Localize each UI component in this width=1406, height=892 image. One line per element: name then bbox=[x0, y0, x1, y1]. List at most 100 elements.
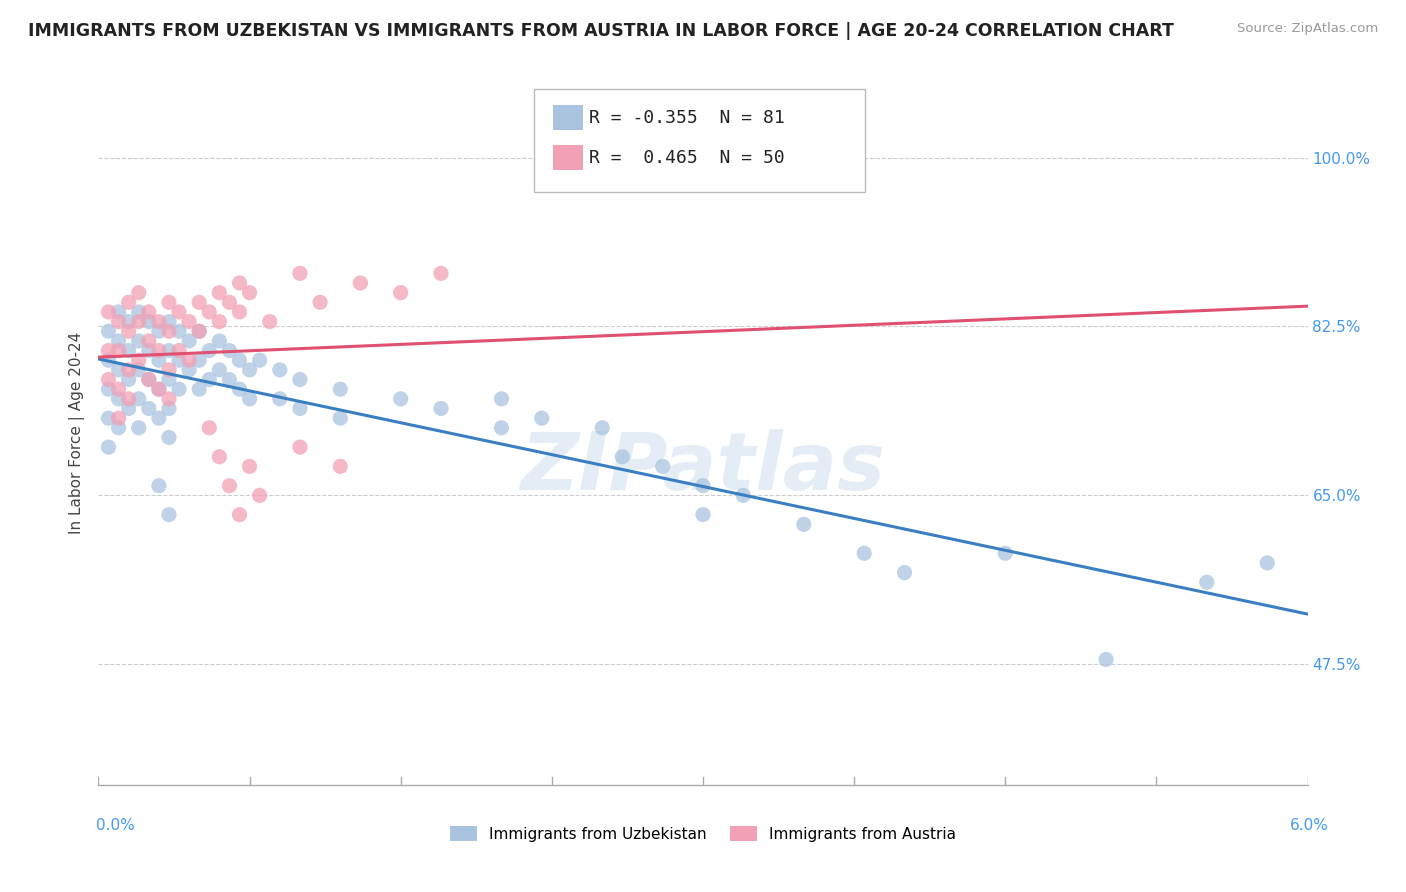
Point bbox=[138, 305, 160, 319]
Point bbox=[97, 305, 120, 319]
Point bbox=[157, 392, 180, 406]
Point bbox=[349, 276, 371, 290]
Point bbox=[1095, 652, 1118, 666]
Point bbox=[188, 324, 211, 338]
Point bbox=[188, 382, 211, 396]
Point bbox=[157, 315, 180, 329]
Point bbox=[107, 421, 129, 435]
Point bbox=[228, 276, 250, 290]
Point bbox=[249, 488, 271, 502]
Point bbox=[148, 479, 170, 493]
Point bbox=[167, 353, 190, 368]
Point bbox=[288, 372, 311, 386]
Point bbox=[228, 508, 250, 522]
Point bbox=[97, 382, 120, 396]
Point bbox=[239, 459, 262, 474]
Point bbox=[128, 285, 150, 300]
Point bbox=[107, 343, 129, 358]
Point bbox=[228, 353, 250, 368]
Point bbox=[157, 372, 180, 386]
Point bbox=[853, 546, 876, 560]
Point bbox=[118, 324, 141, 338]
Point bbox=[218, 479, 240, 493]
Text: IMMIGRANTS FROM UZBEKISTAN VS IMMIGRANTS FROM AUSTRIA IN LABOR FORCE | AGE 20-24: IMMIGRANTS FROM UZBEKISTAN VS IMMIGRANTS… bbox=[28, 22, 1174, 40]
Point bbox=[389, 392, 412, 406]
Point bbox=[198, 343, 221, 358]
Point bbox=[692, 508, 714, 522]
Point bbox=[97, 440, 120, 454]
Point bbox=[128, 305, 150, 319]
Point bbox=[188, 295, 211, 310]
Point bbox=[259, 315, 281, 329]
Point bbox=[269, 363, 291, 377]
Text: 0.0%: 0.0% bbox=[96, 818, 135, 832]
Legend: Immigrants from Uzbekistan, Immigrants from Austria: Immigrants from Uzbekistan, Immigrants f… bbox=[443, 820, 963, 847]
Text: R = -0.355  N = 81: R = -0.355 N = 81 bbox=[589, 109, 785, 127]
Point bbox=[239, 285, 262, 300]
Point bbox=[118, 363, 141, 377]
Point bbox=[128, 315, 150, 329]
Point bbox=[157, 430, 180, 444]
Point bbox=[118, 343, 141, 358]
Point bbox=[107, 382, 129, 396]
Point bbox=[198, 305, 221, 319]
Point bbox=[97, 343, 120, 358]
Point bbox=[167, 305, 190, 319]
Point bbox=[309, 295, 332, 310]
Point bbox=[107, 392, 129, 406]
Point bbox=[167, 343, 190, 358]
Point bbox=[179, 353, 201, 368]
Point bbox=[148, 343, 170, 358]
Point bbox=[430, 266, 453, 280]
Point bbox=[249, 353, 271, 368]
Point bbox=[118, 295, 141, 310]
Point bbox=[893, 566, 915, 580]
Point bbox=[692, 479, 714, 493]
Point bbox=[218, 295, 240, 310]
Point bbox=[269, 392, 291, 406]
Point bbox=[329, 382, 352, 396]
Point bbox=[530, 411, 553, 425]
Point bbox=[157, 363, 180, 377]
Point bbox=[288, 440, 311, 454]
Point bbox=[288, 266, 311, 280]
Point bbox=[1195, 575, 1218, 590]
Point bbox=[148, 324, 170, 338]
Point bbox=[148, 315, 170, 329]
Point bbox=[179, 315, 201, 329]
Point bbox=[208, 315, 231, 329]
Point bbox=[148, 353, 170, 368]
Point bbox=[198, 421, 221, 435]
Point bbox=[157, 508, 180, 522]
Text: 6.0%: 6.0% bbox=[1289, 818, 1329, 832]
Point bbox=[148, 411, 170, 425]
Point bbox=[491, 421, 513, 435]
Point bbox=[612, 450, 634, 464]
Point bbox=[107, 363, 129, 377]
Point bbox=[198, 372, 221, 386]
Point bbox=[107, 305, 129, 319]
Text: ZIPatlas: ZIPatlas bbox=[520, 429, 886, 507]
Point bbox=[329, 411, 352, 425]
Point bbox=[651, 459, 673, 474]
Point bbox=[157, 295, 180, 310]
Point bbox=[138, 315, 160, 329]
Y-axis label: In Labor Force | Age 20-24: In Labor Force | Age 20-24 bbox=[69, 332, 86, 533]
Point bbox=[97, 372, 120, 386]
Point bbox=[218, 343, 240, 358]
Point bbox=[733, 488, 755, 502]
Point bbox=[107, 334, 129, 348]
Point bbox=[167, 382, 190, 396]
Point bbox=[128, 363, 150, 377]
Point bbox=[138, 372, 160, 386]
Point bbox=[157, 401, 180, 416]
Point bbox=[167, 324, 190, 338]
Point bbox=[179, 363, 201, 377]
Point bbox=[188, 353, 211, 368]
Point bbox=[389, 285, 412, 300]
Point bbox=[138, 401, 160, 416]
Point bbox=[157, 324, 180, 338]
Point bbox=[118, 372, 141, 386]
Point bbox=[128, 353, 150, 368]
Point bbox=[208, 334, 231, 348]
